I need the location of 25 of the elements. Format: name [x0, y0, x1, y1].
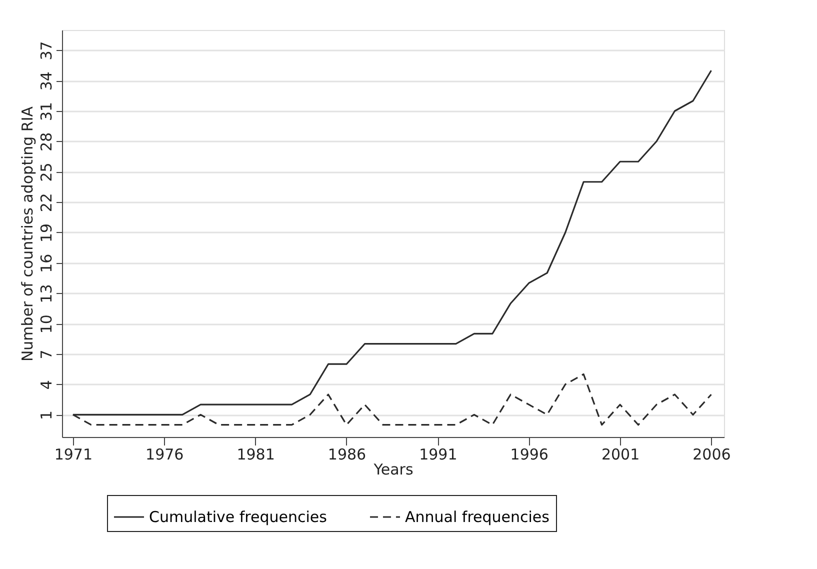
y-tick-label: 7: [38, 350, 56, 360]
y-tick-label: 31: [38, 102, 56, 122]
legend-label: Annual frequencies: [405, 508, 550, 526]
y-tick-label: 34: [38, 72, 56, 91]
y-tick-label: 13: [38, 284, 56, 304]
x-tick-label: 1976: [146, 446, 184, 464]
x-tick-label: 2001: [601, 446, 640, 464]
y-tick-label: 10: [38, 314, 56, 334]
x-axis-title: Years: [372, 460, 414, 478]
y-tick-label: 25: [38, 162, 56, 182]
x-tick-label: 1971: [54, 446, 93, 464]
y-tick-label: 28: [38, 132, 56, 152]
y-tick-label: 37: [38, 41, 56, 60]
x-tick-label: 2006: [692, 446, 731, 464]
legend-label: Cumulative frequencies: [149, 508, 328, 526]
x-tick-label: 1996: [510, 446, 548, 464]
x-tick-label: 1991: [419, 446, 458, 464]
y-tick-label: 22: [38, 193, 56, 212]
y-tick-label: 19: [38, 223, 56, 243]
x-tick-label: 1986: [328, 446, 366, 464]
y-axis-title: Number of countries adopting RIA: [18, 106, 36, 362]
y-tick-label: 4: [38, 380, 56, 390]
x-tick-label: 1981: [236, 446, 275, 464]
y-tick-label: 16: [38, 254, 56, 273]
y-tick-label: 1: [38, 410, 56, 420]
